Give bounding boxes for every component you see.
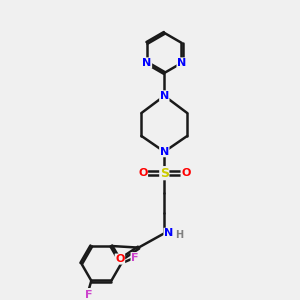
Text: F: F	[85, 290, 92, 300]
Text: N: N	[177, 58, 186, 68]
Text: O: O	[115, 254, 124, 264]
Text: H: H	[175, 230, 183, 240]
Text: O: O	[181, 168, 190, 178]
Text: N: N	[160, 147, 169, 157]
Text: F: F	[131, 253, 139, 262]
Text: S: S	[160, 167, 169, 180]
Text: O: O	[138, 168, 148, 178]
Text: N: N	[160, 91, 169, 101]
Text: N: N	[142, 58, 152, 68]
Text: N: N	[164, 228, 173, 238]
